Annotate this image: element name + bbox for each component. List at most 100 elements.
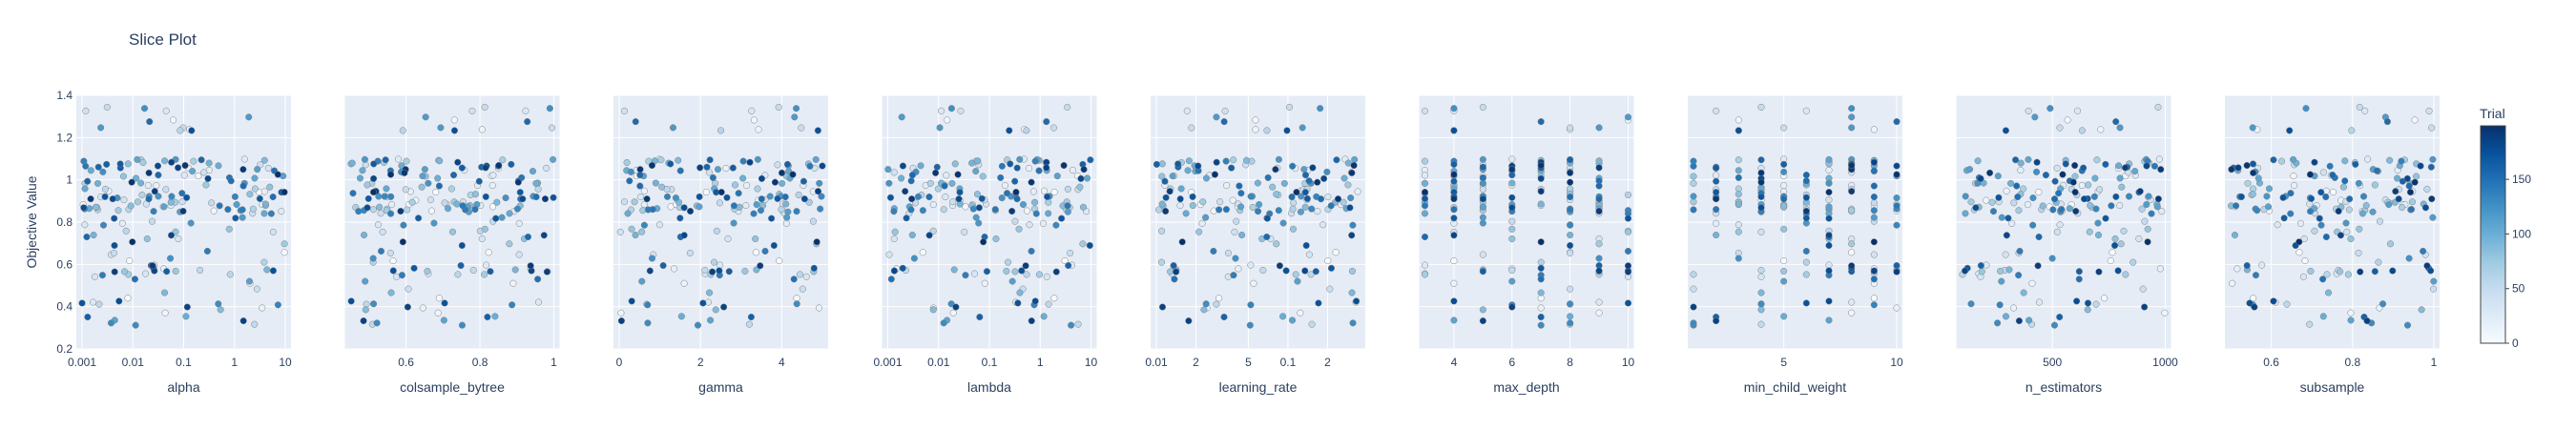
trial-point xyxy=(1848,188,1856,195)
trial-point xyxy=(2012,156,2020,164)
trial-point xyxy=(1567,221,1574,229)
trial-point xyxy=(1802,299,1810,307)
trial-point xyxy=(478,126,486,133)
trial-point xyxy=(1508,179,1516,187)
trial-point xyxy=(925,194,933,201)
trial-point xyxy=(1690,303,1697,311)
trial-point xyxy=(623,158,631,167)
trial-point xyxy=(1213,158,1220,166)
trial-point xyxy=(450,127,458,134)
trial-point xyxy=(735,190,742,197)
trial-point xyxy=(146,118,154,126)
trial-point xyxy=(799,285,806,293)
trial-point xyxy=(2326,162,2334,170)
trial-point xyxy=(1213,113,1220,121)
trial-point xyxy=(1308,320,1316,328)
trial-point xyxy=(1757,289,1765,296)
trial-point xyxy=(1713,231,1720,239)
trial-point xyxy=(632,231,639,239)
trial-point xyxy=(387,210,395,217)
trial-point xyxy=(2138,205,2146,213)
trial-point xyxy=(454,271,462,278)
trial-point xyxy=(180,172,188,179)
trial-point xyxy=(2244,179,2252,187)
trial-point xyxy=(898,174,905,182)
trial-point xyxy=(981,279,988,287)
trial-point xyxy=(2379,300,2387,308)
trial-point xyxy=(1289,225,1298,233)
trial-point xyxy=(1324,194,1332,201)
trial-point xyxy=(1183,107,1191,114)
trial-point xyxy=(2246,299,2254,307)
trial-point xyxy=(81,185,89,193)
trial-point xyxy=(792,105,800,112)
trial-point xyxy=(972,168,980,175)
trial-point xyxy=(373,319,381,327)
trial-point xyxy=(1013,164,1021,172)
trial-point xyxy=(908,172,916,179)
trial-point xyxy=(83,233,91,241)
trial-point xyxy=(143,235,151,243)
trial-point xyxy=(1870,126,1878,133)
trial-point xyxy=(2153,203,2161,211)
trial-point xyxy=(1479,251,1486,258)
trial-point xyxy=(2056,124,2064,132)
trial-point xyxy=(784,208,792,215)
trial-point xyxy=(1479,306,1486,314)
trial-point xyxy=(819,162,826,170)
trial-point xyxy=(805,198,813,206)
trial-point xyxy=(2430,285,2438,293)
trial-point xyxy=(387,193,395,200)
trial-point xyxy=(1690,271,1697,278)
trial-point xyxy=(891,228,899,235)
trial-point xyxy=(1995,194,2003,201)
trial-point xyxy=(515,219,523,227)
trial-point xyxy=(118,219,126,227)
trial-point xyxy=(1802,207,1810,215)
trial-point xyxy=(680,204,688,212)
trial-point xyxy=(1848,105,1856,112)
trial-point xyxy=(239,166,247,174)
trial-point xyxy=(120,268,129,276)
trial-point xyxy=(975,219,983,227)
trial-point xyxy=(1158,160,1166,168)
trial-point xyxy=(2355,179,2362,187)
trial-point xyxy=(2143,162,2150,170)
trial-point xyxy=(150,208,157,215)
trial-point xyxy=(1802,107,1810,114)
trial-point xyxy=(1086,241,1093,250)
trial-point xyxy=(487,268,494,276)
trial-point xyxy=(1333,156,1340,164)
trial-point xyxy=(2429,155,2437,163)
trial-point xyxy=(940,206,947,214)
trial-point xyxy=(1003,267,1010,275)
trial-point xyxy=(437,124,445,132)
trial-point xyxy=(750,116,758,124)
trial-point xyxy=(1233,217,1240,225)
trial-point xyxy=(2015,317,2023,325)
trial-point xyxy=(742,201,750,210)
trial-point xyxy=(502,194,509,202)
trial-point xyxy=(1595,240,1603,248)
trial-point xyxy=(457,261,465,270)
trial-point xyxy=(170,116,177,124)
trial-point xyxy=(739,157,747,165)
trial-point xyxy=(1690,173,1697,180)
trial-point xyxy=(1068,321,1075,329)
trial-point xyxy=(78,299,86,307)
trial-point xyxy=(495,161,503,170)
trial-point xyxy=(1307,271,1315,278)
trial-point xyxy=(2094,231,2103,239)
trial-point xyxy=(713,227,720,235)
trial-point xyxy=(636,194,645,201)
trial-point xyxy=(2341,177,2349,185)
trial-point xyxy=(1567,241,1574,250)
trial-point xyxy=(359,167,366,174)
trial-point xyxy=(1870,238,1878,246)
colorbar-tick-label: 100 xyxy=(2512,227,2531,240)
x-tick-label: 6 xyxy=(1508,356,1515,369)
trial-point xyxy=(204,174,212,182)
trial-point xyxy=(1246,321,1254,329)
trial-point xyxy=(441,299,448,307)
trial-point xyxy=(617,309,625,317)
